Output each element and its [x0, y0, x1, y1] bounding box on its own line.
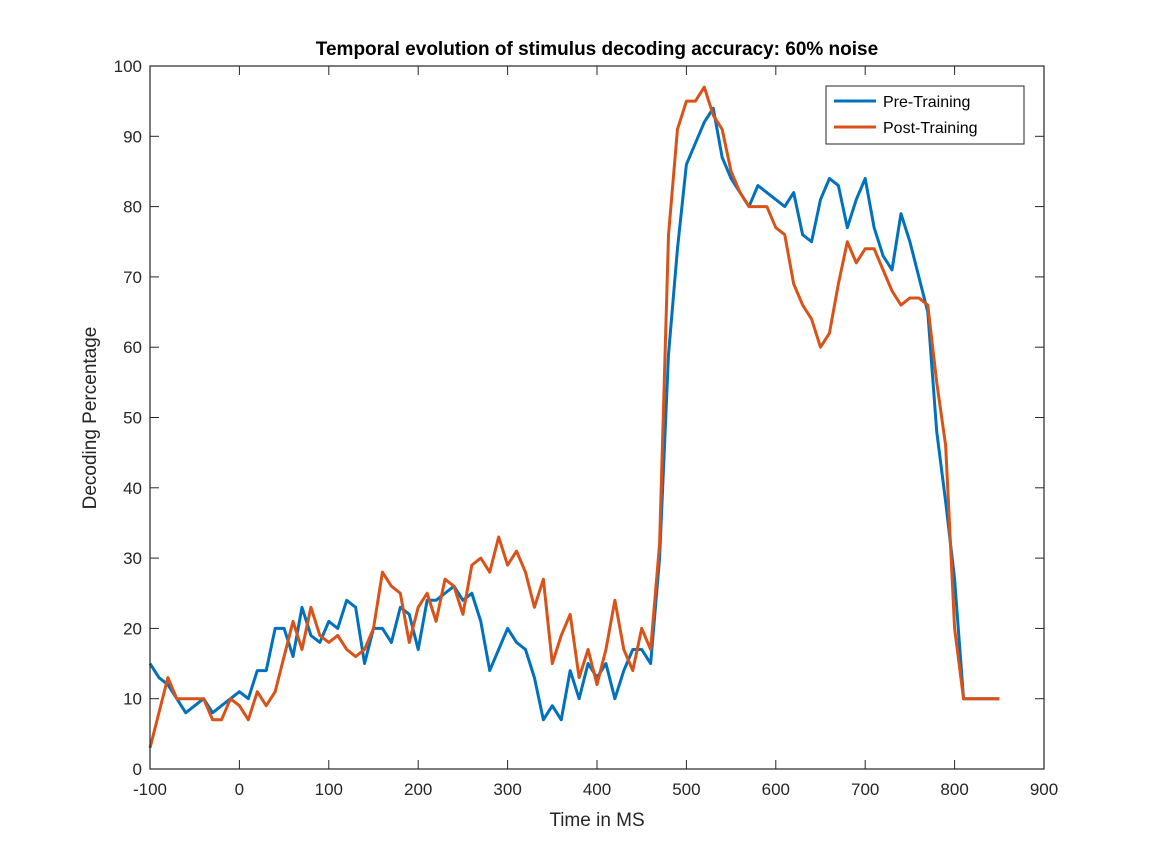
- legend-label-post-training: Post-Training: [883, 120, 978, 137]
- series-layer: [148, 85, 1000, 749]
- y-tick-label: 100: [114, 57, 142, 76]
- y-tick-label: 50: [123, 409, 142, 428]
- axes-box: [149, 65, 1045, 770]
- series-line-post-training: [148, 85, 1000, 749]
- x-tick-label: 0: [235, 780, 244, 799]
- y-tick-label: 10: [123, 690, 142, 709]
- x-tick-label: 200: [404, 780, 432, 799]
- x-tick-label: 400: [583, 780, 611, 799]
- x-tick-label: 800: [940, 780, 968, 799]
- x-tick-label: 500: [672, 780, 700, 799]
- x-axis-label: Time in MS: [549, 810, 644, 831]
- ticks-layer: -100 0 100 200 300 400 500 600 700 800 90001020304…: [114, 57, 1059, 799]
- y-tick-label: 90: [123, 127, 142, 146]
- x-tick-label: 900: [1030, 780, 1058, 799]
- legend: Pre-Training Post-Training: [825, 85, 1025, 145]
- plot-area: [150, 66, 1044, 769]
- x-tick-label: 300: [493, 780, 521, 799]
- y-tick-label: 40: [123, 479, 142, 498]
- y-tick-label: 80: [123, 198, 142, 217]
- y-tick-label: 0: [133, 760, 142, 779]
- x-tick-label: -100: [133, 780, 167, 799]
- x-tick-label: 100: [315, 780, 343, 799]
- y-axis-label: Decoding Percentage: [80, 327, 101, 510]
- chart-title: Temporal evolution of stimulus decoding …: [316, 39, 878, 60]
- series-line-pre-training: [148, 106, 1000, 722]
- x-tick-label: 600: [762, 780, 790, 799]
- y-tick-label: 30: [123, 549, 142, 568]
- y-tick-label: 60: [123, 338, 142, 357]
- legend-label-pre-training: Pre-Training: [883, 94, 970, 111]
- x-tick-label: 700: [851, 780, 879, 799]
- y-tick-label: 70: [123, 268, 142, 287]
- y-tick-label: 20: [123, 619, 142, 638]
- legend-box: [825, 85, 1025, 145]
